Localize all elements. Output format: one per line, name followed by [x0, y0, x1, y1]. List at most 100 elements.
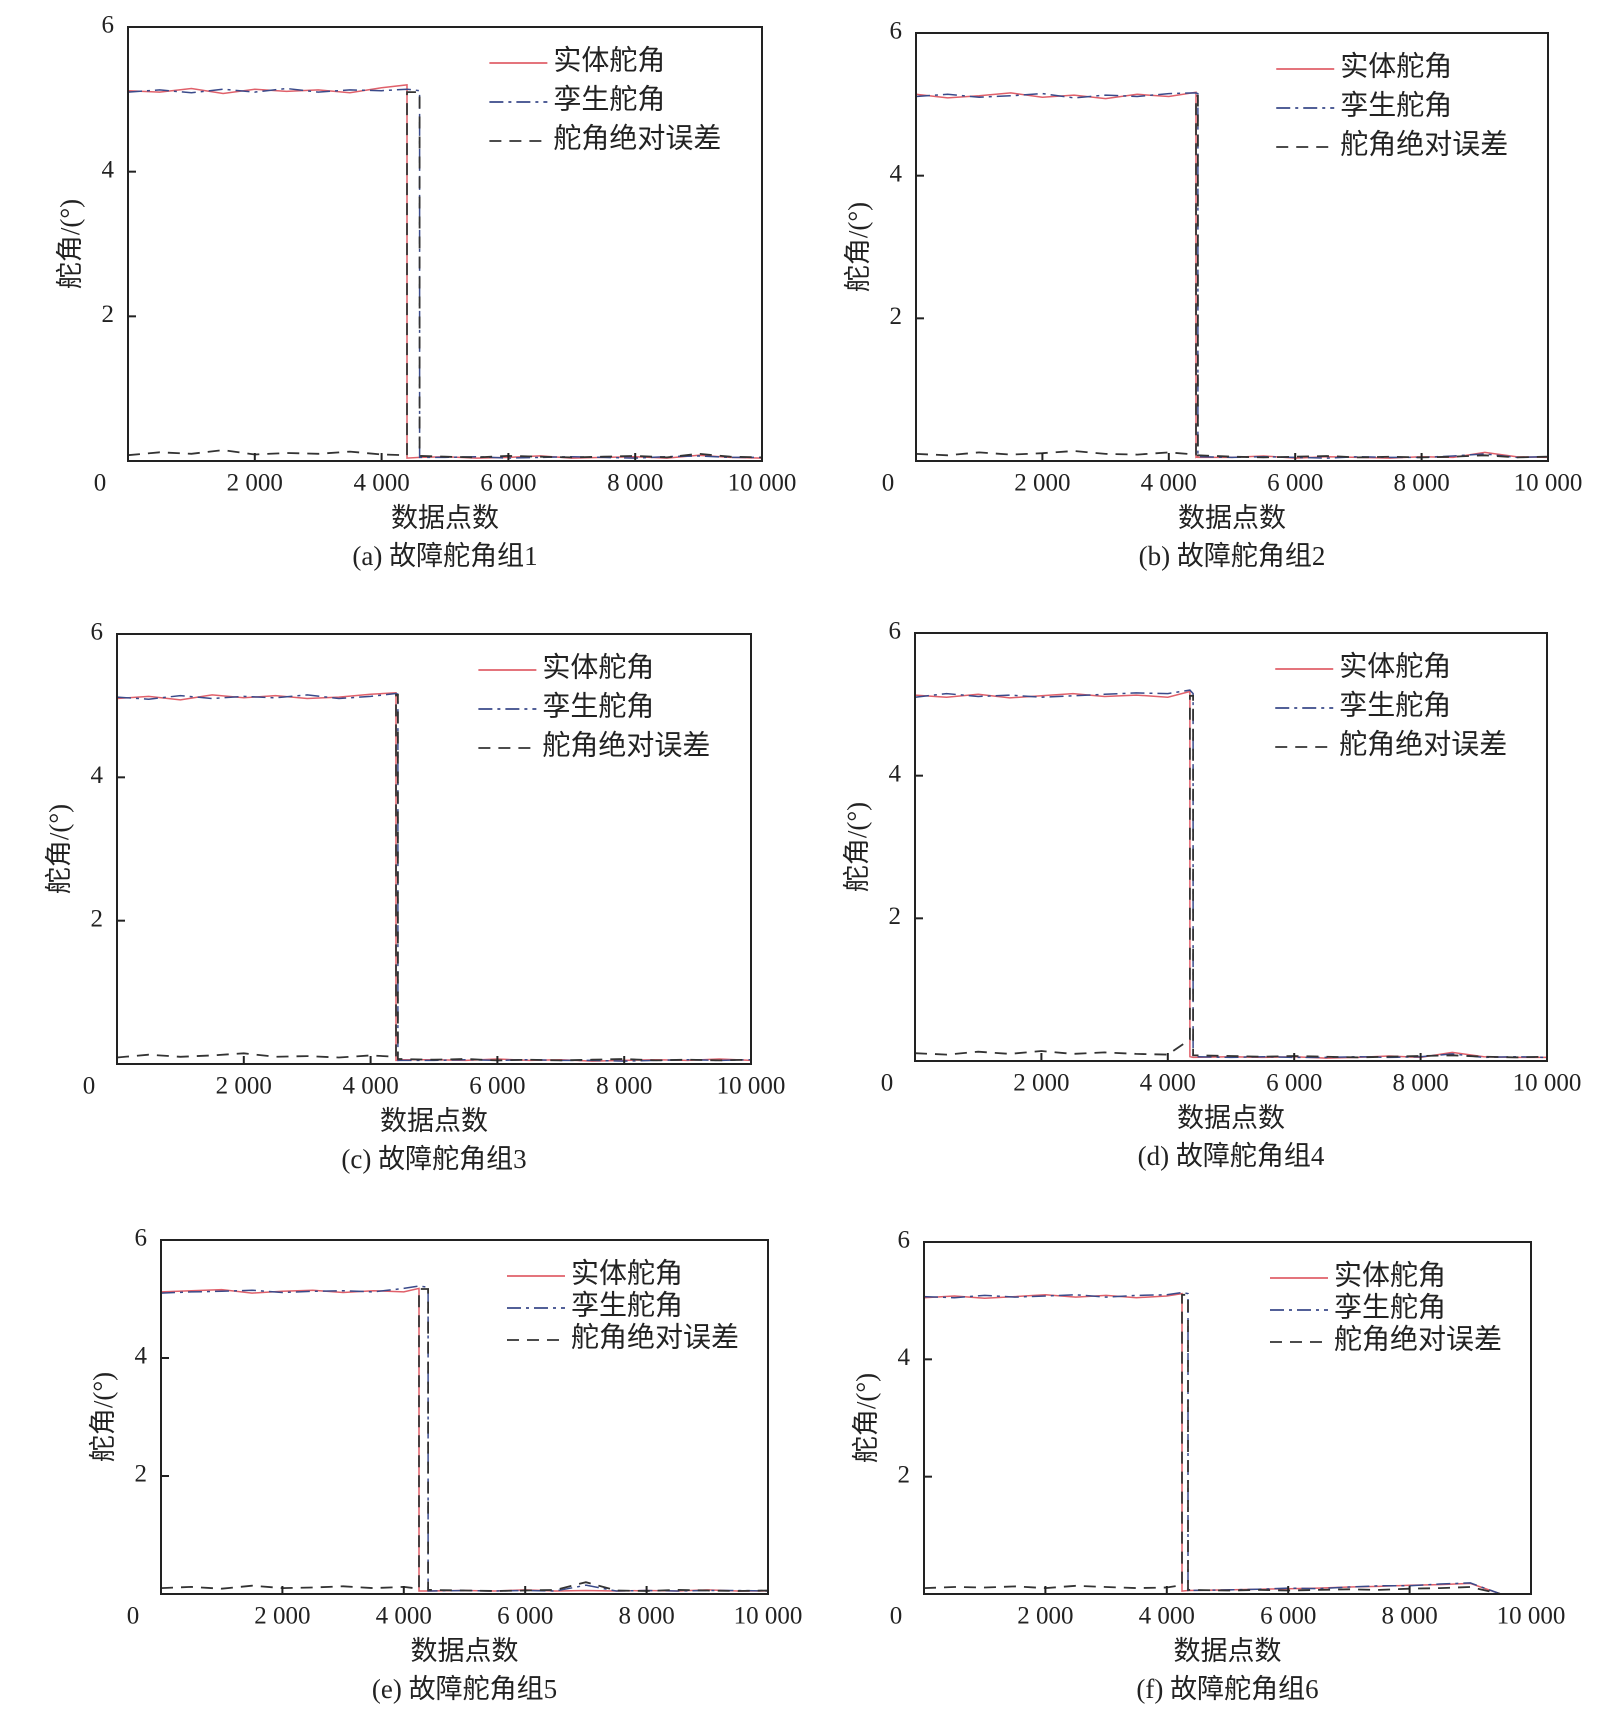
series-line: [116, 692, 752, 1062]
y-tick-label: 2: [890, 303, 903, 330]
plot-frame: [914, 632, 1548, 1062]
y-tick-label: 4: [102, 156, 115, 183]
x-axis-label: 数据点数: [1174, 1636, 1282, 1666]
x-tick-label: 10 000: [1513, 1070, 1582, 1097]
x-tick-label: 6 000: [1266, 1070, 1322, 1097]
caption: (c) 故障舵角组3: [341, 1144, 526, 1174]
y-tick-label: 4: [135, 1343, 148, 1370]
series-line: [116, 694, 752, 1062]
caption: (a) 故障舵角组1: [352, 541, 537, 571]
legend-label: 舵角绝对误差: [553, 122, 721, 154]
x-tick-label: 8 000: [1393, 470, 1449, 497]
x-axis-label: 数据点数: [411, 1636, 519, 1666]
x-tick-label: 8 000: [596, 1073, 652, 1100]
y-tick-label: 6: [102, 12, 115, 39]
x-tick-label: 0: [881, 1070, 894, 1097]
x-tick-label: 4 000: [353, 470, 409, 497]
y-tick-label: 2: [889, 903, 902, 930]
caption: (b) 故障舵角组2: [1139, 541, 1326, 571]
plot-frame: [160, 1239, 769, 1595]
x-tick-label: 6 000: [469, 1073, 525, 1100]
legend-label: 孪生舵角: [1334, 1291, 1446, 1323]
x-tick-label: 10 000: [1514, 470, 1583, 497]
y-axis-label: 舵角/(°): [55, 199, 85, 289]
x-tick-label: 0: [882, 470, 895, 497]
x-tick-label: 2 000: [254, 1603, 310, 1630]
x-tick-label: 6 000: [1260, 1603, 1316, 1630]
series-line: [915, 94, 1549, 459]
y-tick-label: 6: [890, 18, 903, 45]
y-tick-label: 6: [889, 618, 902, 645]
y-axis-label: 舵角/(°): [851, 1373, 881, 1463]
plot-frame: [915, 32, 1549, 462]
x-tick-label: 8 000: [1381, 1603, 1437, 1630]
y-tick-label: 4: [898, 1344, 911, 1371]
legend-label: 实体舵角: [1334, 1259, 1446, 1291]
x-tick-label: 4 000: [1140, 1070, 1196, 1097]
series-line: [915, 92, 1549, 459]
legend-label: 舵角绝对误差: [542, 729, 710, 761]
legend-label: 实体舵角: [1340, 50, 1452, 82]
x-tick-label: 4 000: [342, 1073, 398, 1100]
y-tick-label: 4: [889, 760, 902, 787]
x-tick-label: 4 000: [1139, 1603, 1195, 1630]
y-axis-label: 舵角/(°): [842, 802, 872, 892]
series-line: [127, 87, 762, 459]
legend-label: 孪生舵角: [542, 690, 654, 722]
series-line: [160, 1285, 769, 1592]
y-tick-label: 4: [890, 160, 903, 187]
x-tick-label: 6 000: [480, 470, 536, 497]
legend-label: 舵角绝对误差: [571, 1321, 739, 1353]
x-tick-label: 0: [890, 1603, 903, 1630]
legend-label: 舵角绝对误差: [1340, 128, 1508, 160]
y-tick-label: 6: [898, 1227, 911, 1254]
x-axis-label: 数据点数: [380, 1106, 488, 1136]
caption: (e) 故障舵角组5: [372, 1674, 557, 1704]
legend-label: 实体舵角: [571, 1257, 683, 1289]
series-line: [914, 689, 1548, 1059]
x-tick-label: 6 000: [1267, 470, 1323, 497]
caption: (f) 故障舵角组6: [1136, 1674, 1318, 1704]
series-line: [923, 1293, 1531, 1595]
x-tick-label: 2 000: [1014, 470, 1070, 497]
x-axis-label: 数据点数: [1177, 1103, 1285, 1133]
x-tick-label: 0: [94, 470, 107, 497]
legend-label: 舵角绝对误差: [1334, 1323, 1502, 1355]
legend-label: 孪生舵角: [1339, 689, 1451, 721]
x-tick-label: 6 000: [497, 1603, 553, 1630]
y-axis-label: 舵角/(°): [44, 804, 74, 894]
y-tick-label: 2: [91, 905, 104, 932]
legend-label: 实体舵角: [1339, 650, 1451, 682]
legend-label: 舵角绝对误差: [1339, 728, 1507, 760]
legend-label: 实体舵角: [553, 44, 665, 76]
y-tick-label: 2: [102, 301, 115, 328]
plot-frame: [923, 1241, 1532, 1595]
x-tick-label: 2 000: [1017, 1603, 1073, 1630]
caption: (d) 故障舵角组4: [1138, 1141, 1325, 1171]
x-tick-label: 8 000: [1392, 1070, 1448, 1097]
series-line: [914, 694, 1548, 1059]
y-tick-label: 6: [135, 1225, 148, 1252]
legend-label: 孪生舵角: [571, 1289, 683, 1321]
y-axis-label: 舵角/(°): [88, 1372, 118, 1462]
y-tick-label: 2: [898, 1461, 911, 1488]
plot-frame: [127, 26, 763, 462]
legend-label: 孪生舵角: [1340, 89, 1452, 121]
x-tick-label: 2 000: [216, 1073, 272, 1100]
x-tick-label: 4 000: [1141, 470, 1197, 497]
y-tick-label: 6: [91, 619, 104, 646]
x-tick-label: 4 000: [376, 1603, 432, 1630]
x-tick-label: 0: [83, 1073, 96, 1100]
x-axis-label: 数据点数: [391, 503, 499, 533]
x-tick-label: 10 000: [717, 1073, 786, 1100]
x-tick-label: 2 000: [1013, 1070, 1069, 1097]
legend-label: 实体舵角: [542, 651, 654, 683]
x-tick-label: 8 000: [618, 1603, 674, 1630]
x-tick-label: 2 000: [227, 470, 283, 497]
y-tick-label: 4: [91, 762, 104, 789]
series-line: [127, 91, 763, 459]
legend-label: 孪生舵角: [553, 83, 665, 115]
x-tick-label: 0: [127, 1603, 140, 1630]
plot-frame: [116, 633, 752, 1065]
